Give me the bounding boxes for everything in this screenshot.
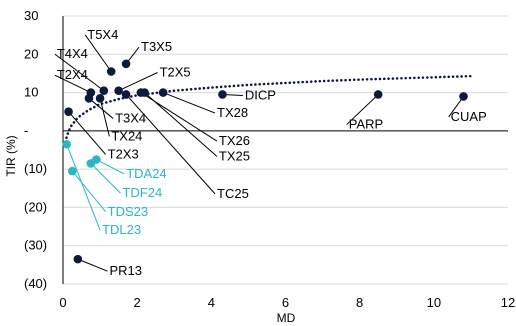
x-tick-label: 6 [282, 295, 289, 310]
y-tick-label: (20) [24, 199, 47, 214]
leader-line [66, 144, 101, 231]
point-label: T3X5 [141, 39, 172, 54]
leader-line [77, 258, 108, 272]
data-point [86, 159, 96, 168]
data-point [84, 94, 94, 103]
point-label: TX24 [111, 128, 142, 143]
leader-line [71, 170, 107, 213]
y-tick-label: (30) [24, 238, 47, 253]
y-tick-label: 20 [24, 46, 38, 61]
leader-line [88, 97, 114, 119]
data-point [114, 86, 123, 95]
point-label: TX25 [219, 148, 250, 163]
point-label: TDL23 [102, 222, 141, 237]
y-tick-label: (40) [24, 276, 47, 291]
leader-line [90, 163, 121, 194]
tick-labels: 30 20 10 - (10) (20) (30) (40) 0 2 4 6 8 10 12 [24, 8, 515, 310]
data-point [373, 90, 383, 99]
x-tick-label: 0 [59, 295, 66, 310]
leader-line [54, 53, 105, 92]
data-point [106, 67, 116, 76]
leader-line [162, 92, 216, 114]
leader-line [68, 111, 107, 155]
leader-lines [54, 34, 464, 272]
point-label: T2X4 [57, 67, 88, 82]
point-label: T3X4 [115, 110, 146, 125]
y-tick-label: 30 [24, 8, 38, 23]
point-label: T2X3 [108, 146, 139, 161]
leader-line [346, 94, 379, 125]
data-point [64, 107, 73, 117]
point-label: TDA24 [126, 166, 166, 181]
data-points [62, 59, 468, 264]
y-axis-label: TIR (%) [4, 135, 18, 176]
point-label: T5X4 [87, 27, 118, 42]
data-point [459, 92, 468, 101]
data-point [121, 90, 131, 99]
x-tick-label: 12 [501, 295, 515, 310]
point-label: T4X4 [57, 46, 88, 61]
leader-line [118, 72, 158, 92]
point-label: PR13 [110, 263, 143, 278]
point-labels: T5X4 T3X5 T4X4 T2X4 T2X5 T3X4 TX24 T2X3 TX26TX25… [57, 27, 487, 278]
y-tick-label: (10) [24, 161, 47, 176]
x-tick-label: 4 [208, 295, 215, 310]
trendline-layer [63, 74, 473, 148]
data-point [121, 59, 131, 69]
data-point [73, 254, 83, 264]
data-point [67, 166, 77, 176]
point-label: TX26 [219, 133, 250, 148]
data-point [158, 88, 168, 97]
x-tick-label: 8 [356, 295, 363, 310]
y-tick-label: - [24, 123, 28, 138]
x-axis-label: MD [277, 311, 296, 325]
point-label: TX28 [217, 105, 248, 120]
data-point [62, 139, 72, 149]
data-point [218, 90, 227, 99]
y-tick-label: 10 [24, 85, 38, 100]
leader-line [125, 94, 216, 195]
leader-line [54, 74, 92, 94]
data-point [140, 88, 149, 97]
point-label: PARP [349, 117, 383, 132]
data-point [99, 86, 109, 95]
leader-line [84, 34, 112, 72]
point-label: T2X5 [160, 64, 191, 79]
data-point [95, 94, 105, 103]
point-label: DICP [245, 87, 276, 102]
leader-line [99, 98, 110, 137]
x-tick-label: 10 [427, 295, 441, 310]
point-label: TDS23 [108, 204, 148, 219]
x-tick-label: 2 [134, 295, 141, 310]
point-label: CUAP [451, 109, 487, 124]
trendline [63, 74, 473, 148]
leader-line [144, 92, 218, 157]
point-label: TDF24 [122, 185, 162, 200]
point-label: TC25 [217, 186, 249, 201]
leader-line [96, 159, 125, 175]
